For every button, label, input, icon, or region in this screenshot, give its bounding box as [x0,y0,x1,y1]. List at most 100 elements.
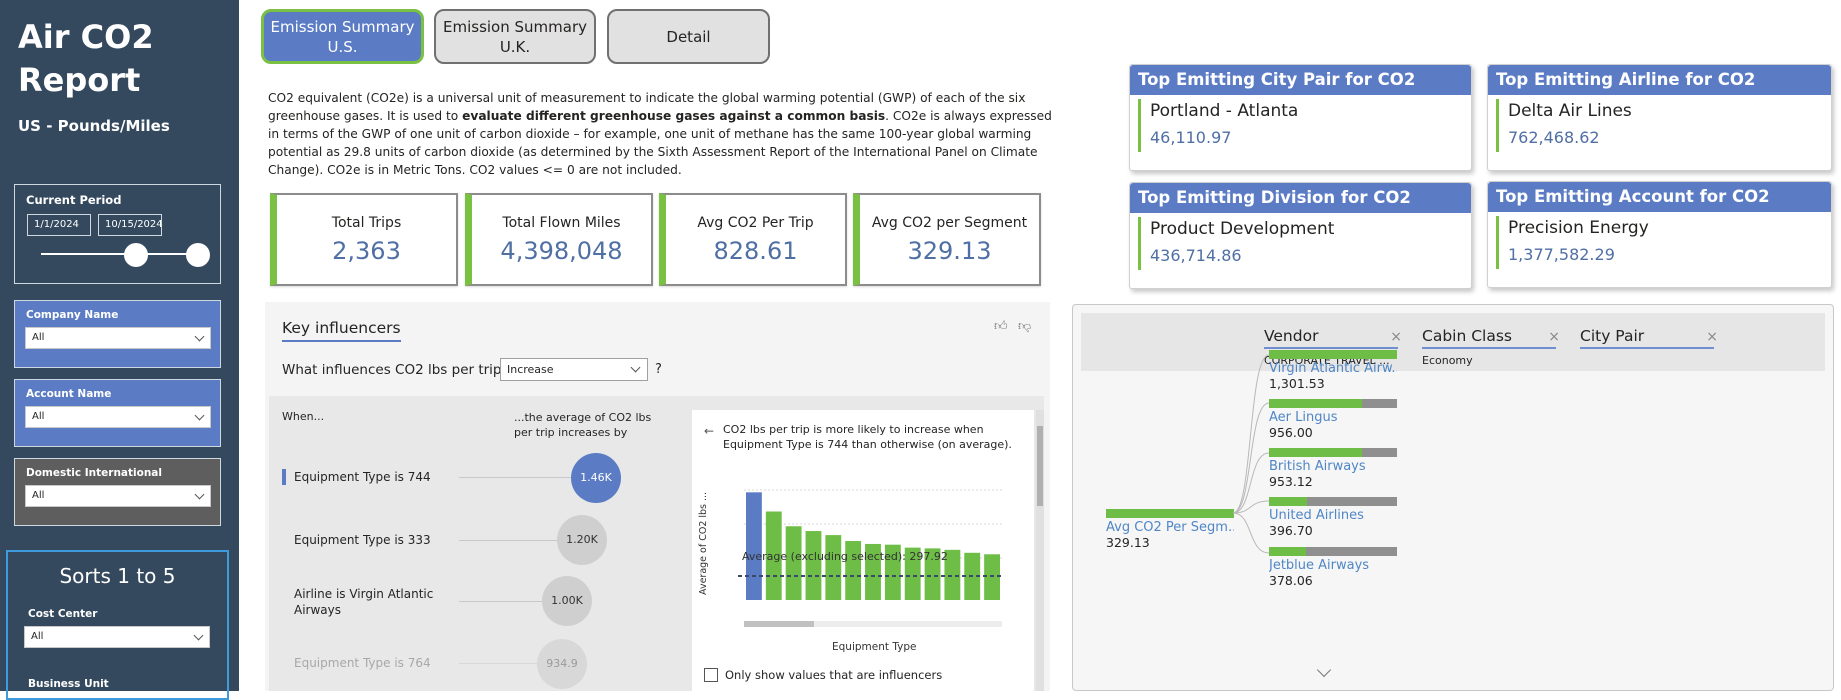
tree-node-aer-lingus[interactable]: Aer Lingus 956.00 [1269,399,1397,440]
sorts-panel: Sorts 1 to 5 Cost Center All Business Un… [6,550,229,700]
influencer-connector-line [459,601,549,602]
close-icon[interactable]: × [1390,329,1402,345]
chart-bar[interactable] [924,548,941,600]
influencer-bubble[interactable]: 1.00K [542,576,592,626]
tree-root-node[interactable]: Avg CO2 Per Segm... 329.13 [1106,509,1234,550]
chevron-down-icon [630,362,641,373]
business-unit-label: Business Unit [28,678,109,690]
close-icon[interactable]: × [1706,329,1718,345]
only-influencers-label: Only show values that are influencers [725,668,943,682]
cost-center-label: Cost Center [28,608,98,620]
detail-scrollbar-thumb[interactable] [1037,426,1043,506]
tree-node-jetblue[interactable]: Jetblue Airways 378.06 [1269,547,1397,588]
node-bar-fill [1269,399,1363,408]
decomposition-tree-visual: Vendor × CORPORATE TRAVEL ... Cabin Clas… [1072,304,1834,691]
card-accent-bar [1496,99,1499,152]
chart-bar[interactable] [765,511,782,601]
influencer-label[interactable]: Equipment Type is 744 [294,470,431,484]
period-slider-end-handle[interactable] [186,243,210,267]
chart-bar[interactable] [904,547,921,600]
node-value: 1,301.53 [1269,376,1325,391]
tree-node-virgin-atlantic[interactable]: Virgin Atlantic Airw... 1,301.53 [1269,350,1397,391]
influencer-bubble[interactable]: 934.9 [537,639,587,689]
influencer-bubble[interactable]: 1.20K [557,515,607,565]
start-date-input[interactable]: 1/1/2024 [27,214,91,236]
node-bar-fill [1269,547,1307,556]
cost-center-dropdown[interactable]: All [24,626,210,648]
card-top-division: Top Emitting Division for CO2 Product De… [1129,182,1472,289]
company-name-slicer: Company Name All [14,300,221,368]
back-arrow-icon[interactable]: ← [704,424,715,438]
card-name: Portland - Atlanta [1150,101,1299,121]
chevron-down-icon [194,410,205,421]
end-date-input[interactable]: 10/15/2024 [98,214,163,236]
tab-emission-summary-us[interactable]: Emission Summary U.S. [261,9,424,64]
company-name-label: Company Name [26,309,119,321]
chevron-down-icon [194,331,205,342]
level-city-pair[interactable]: City Pair × [1580,327,1718,354]
chart-bar[interactable] [865,543,881,600]
only-influencers-checkbox[interactable] [704,668,718,682]
node-label: British Airways [1269,459,1366,474]
kpi-label: Total Trips [331,215,402,231]
influencer-bubble[interactable]: 1.46K [571,453,621,503]
tab-emission-summary-uk[interactable]: Emission Summary U.K. [434,9,596,64]
company-name-value: All [32,332,45,343]
chart-bar[interactable] [984,554,1000,600]
chart-bar[interactable] [825,535,842,600]
card-top-city-pair: Top Emitting City Pair for CO2 Portland … [1129,64,1472,171]
account-name-dropdown[interactable]: All [25,406,211,428]
influencer-label[interactable]: Equipment Type is 333 [294,533,431,547]
card-title: Top Emitting Division for CO2 [1130,183,1471,213]
tree-node-united-airlines[interactable]: United Airlines 396.70 [1269,497,1397,538]
node-value: 396.70 [1269,523,1313,538]
tab-label-line2: U.S. [327,37,358,56]
close-icon[interactable]: × [1548,329,1560,345]
card-value: 762,468.62 [1508,128,1600,147]
selected-row-indicator [282,469,286,485]
co2e-description: CO2 equivalent (CO2e) is a universal uni… [268,89,1058,179]
domestic-international-dropdown[interactable]: All [25,485,211,507]
chart-bar[interactable] [746,492,762,600]
sorts-title: Sorts 1 to 5 [59,564,176,588]
account-name-slicer: Account Name All [14,379,221,447]
influence-question: What influences CO2 lbs per trip to [282,362,520,378]
level-title: Vendor [1264,327,1398,349]
chart-bar[interactable] [785,526,802,600]
domestic-international-slicer: Domestic International All [14,458,221,526]
card-top-account: Top Emitting Account for CO2 Precision E… [1487,181,1832,288]
account-name-label: Account Name [26,388,112,400]
chart-y-axis-label: Average of CO2 lbs ... [698,491,709,595]
chart-scrollbar-thumb[interactable] [744,621,814,627]
level-selected-value: Economy [1422,354,1473,367]
chart-scrollbar-track[interactable] [814,621,1002,627]
tab-detail[interactable]: Detail [607,9,770,64]
period-slider-start-handle[interactable] [124,243,148,267]
thumbs-down-icon[interactable]: 👎︎ [1018,319,1032,334]
chevron-down-icon[interactable] [1316,662,1332,678]
kpi-total-trips: Total Trips 2,363 [270,193,458,286]
description-bold-text: evaluate different greenhouse gases agai… [462,109,886,123]
key-influencers-tab[interactable]: Key influencers [282,319,401,342]
company-name-dropdown[interactable]: All [25,327,211,349]
chart-bar[interactable] [845,541,862,600]
chart-bar[interactable] [884,544,901,600]
level-cabin-class[interactable]: Cabin Class × Economy [1422,327,1560,367]
influencer-label[interactable]: Equipment Type is 764 [294,656,431,670]
chart-bar[interactable] [805,531,822,600]
node-value: 956.00 [1269,425,1313,440]
node-bar-fill [1269,448,1363,457]
detail-scrollbar[interactable] [1036,410,1044,691]
influencer-label[interactable]: Airline is Virgin Atlantic Airways [294,587,434,617]
increase-decrease-selector[interactable]: Increase [500,358,648,381]
account-name-value: All [32,411,45,422]
tree-node-british-airways[interactable]: British Airways 953.12 [1269,448,1397,489]
chart-bar[interactable] [944,549,961,600]
thumbs-up-icon[interactable]: 👍︎ [994,319,1008,334]
kpi-avg-co2-per-segment: Avg CO2 per Segment 329.13 [853,193,1041,286]
tab-label-line1: Emission Summary [443,17,587,36]
node-value: 953.12 [1269,474,1313,489]
card-value: 436,714.86 [1150,246,1242,265]
kpi-value: 828.61 [713,237,798,265]
card-name: Precision Energy [1508,218,1649,238]
